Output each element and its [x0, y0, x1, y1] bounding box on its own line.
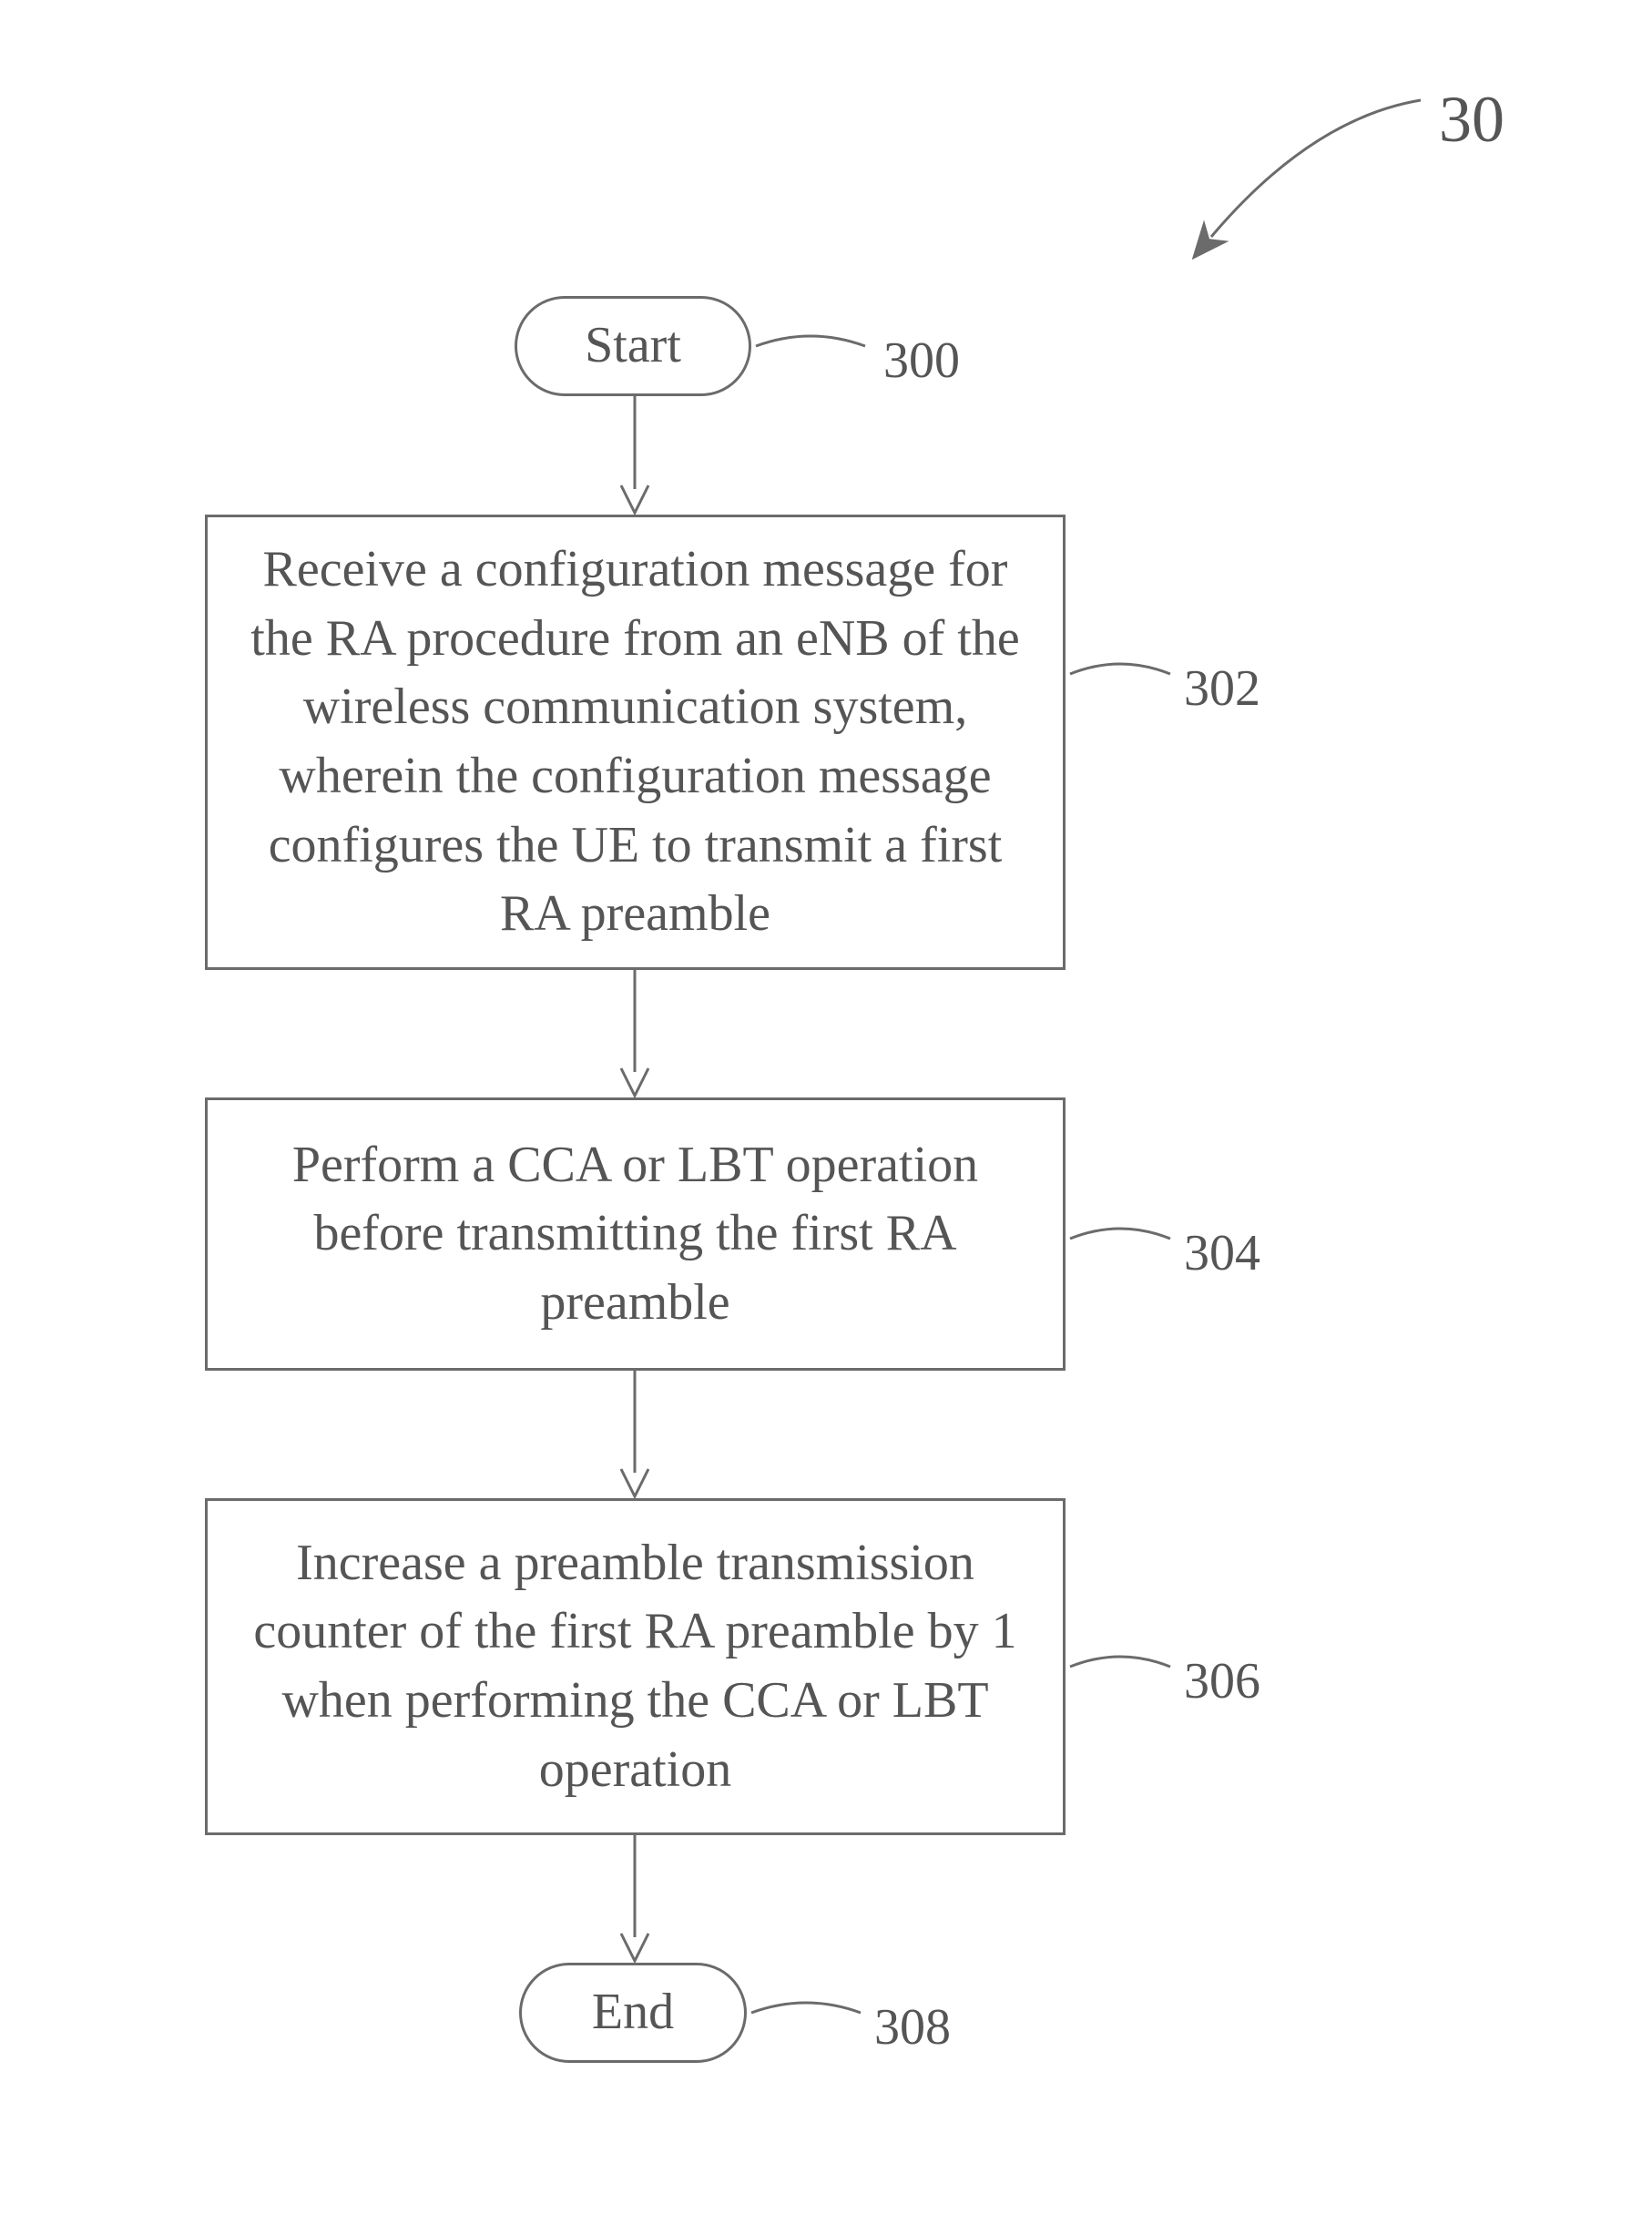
end-label: 308 — [874, 1998, 951, 2056]
process-increase-counter-text: Increase a preamble transmission counter… — [244, 1529, 1026, 1804]
start-label: 300 — [883, 332, 960, 390]
process-perform-cca: Perform a CCA or LBT operation before tr… — [205, 1097, 1066, 1371]
end-terminator: End — [519, 1963, 747, 2063]
start-text: Start — [585, 311, 681, 381]
process-receive-config-text: Receive a configuration message for the … — [244, 536, 1026, 949]
process-perform-cca-text: Perform a CCA or LBT operation before tr… — [244, 1131, 1026, 1338]
step2-label: 304 — [1184, 1224, 1260, 1282]
end-text: End — [592, 1978, 674, 2047]
figure-number: 30 — [1439, 82, 1504, 158]
step1-label: 302 — [1184, 659, 1260, 718]
process-receive-config: Receive a configuration message for the … — [205, 515, 1066, 970]
process-increase-counter: Increase a preamble transmission counter… — [205, 1498, 1066, 1835]
start-terminator: Start — [515, 296, 751, 396]
step3-label: 306 — [1184, 1652, 1260, 1710]
